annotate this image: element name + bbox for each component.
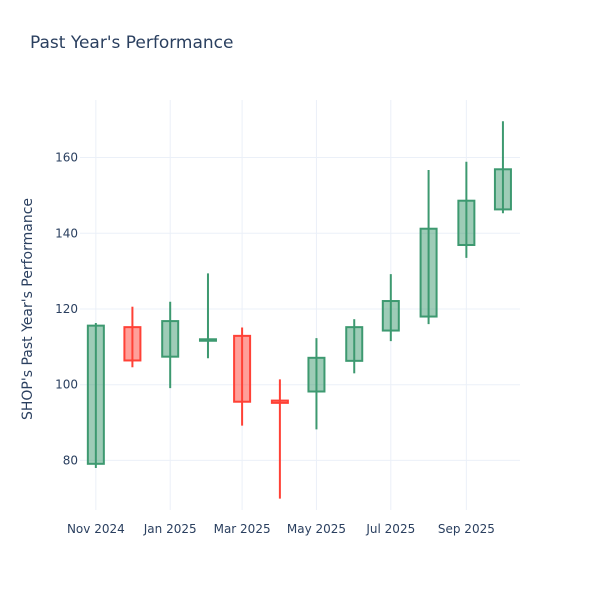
candle	[345, 319, 364, 374]
candle	[233, 327, 252, 426]
y-tick-label: 100	[55, 378, 78, 392]
y-tick-label: 80	[63, 453, 78, 467]
candle	[457, 161, 476, 258]
candle-body	[307, 356, 326, 393]
candle	[86, 322, 105, 468]
x-tick-label: Sep 2025	[438, 522, 495, 536]
candle-body	[457, 199, 476, 246]
y-tick-label: 120	[55, 302, 78, 316]
candle-body	[233, 334, 252, 403]
candle-body	[345, 326, 364, 362]
candle	[270, 379, 289, 499]
candle	[198, 273, 217, 359]
candle-body	[123, 326, 142, 362]
y-tick-label: 140	[55, 226, 78, 240]
candle-body	[86, 324, 105, 465]
candle-body	[161, 320, 180, 358]
candle-body	[270, 399, 289, 404]
y-axis-label: SHOP's Past Year's Performance	[20, 198, 36, 420]
x-tick-label: Nov 2024	[67, 522, 125, 536]
candle-body	[198, 338, 217, 342]
candle	[123, 306, 142, 368]
candle	[493, 121, 512, 214]
x-tick-label: Jan 2025	[143, 522, 197, 536]
candle	[381, 274, 400, 342]
candle	[419, 170, 438, 325]
x-tick-label: May 2025	[287, 522, 346, 536]
y-tick-label: 160	[55, 151, 78, 165]
x-tick-label: Mar 2025	[214, 522, 271, 536]
candle	[161, 301, 180, 389]
candle-body	[493, 168, 512, 211]
candle	[307, 338, 326, 430]
candle-body	[419, 227, 438, 318]
candle-body	[381, 300, 400, 332]
x-tick-label: Jul 2025	[365, 522, 415, 536]
chart-title: Past Year's Performance	[30, 33, 234, 53]
